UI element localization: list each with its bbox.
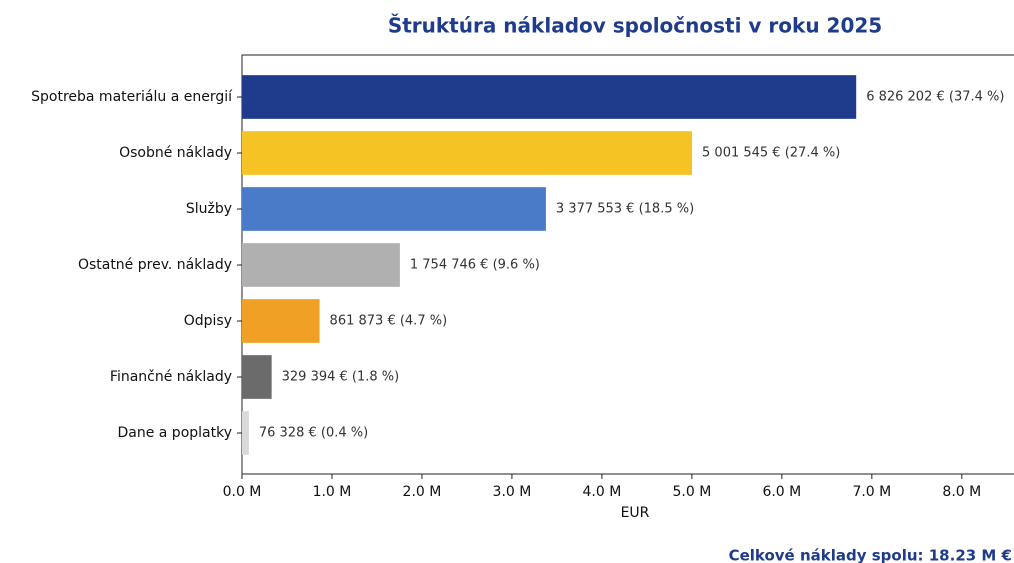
x-tick-label: 3.0 M — [493, 484, 532, 500]
x-tick-label: 2.0 M — [403, 484, 442, 500]
total-annotation: Celkové náklady spolu: 18.23 M € — [729, 547, 1012, 563]
y-tick-label: Služby — [186, 201, 232, 217]
value-label: 1 754 746 € (9.6 %) — [410, 258, 540, 273]
x-tick-label: 0.0 M — [223, 484, 262, 500]
value-label: 329 394 € (1.8 %) — [282, 370, 400, 385]
value-label: 76 328 € (0.4 %) — [259, 426, 368, 441]
x-tick-label: 1.0 M — [313, 484, 352, 500]
value-label: 861 873 € (4.7 %) — [330, 314, 448, 329]
bar — [242, 131, 693, 175]
x-tick-label: 6.0 M — [762, 484, 801, 500]
bar — [242, 187, 546, 231]
bar — [242, 411, 249, 455]
bar — [242, 243, 400, 287]
y-tick-label: Ostatné prev. náklady — [78, 257, 232, 273]
value-label: 5 001 545 € (27.4 %) — [702, 146, 840, 161]
value-label: 6 826 202 € (37.4 %) — [866, 90, 1004, 105]
x-tick-label: 7.0 M — [852, 484, 891, 500]
y-tick-label: Osobné náklady — [119, 145, 232, 161]
y-tick-label: Spotreba materiálu a energií — [31, 89, 233, 105]
bar — [242, 299, 320, 343]
bar — [242, 355, 272, 399]
y-tick-label: Odpisy — [184, 313, 232, 329]
chart-title: Štruktúra nákladov spoločnosti v roku 20… — [388, 14, 882, 38]
x-tick-label: 4.0 M — [583, 484, 622, 500]
x-tick-label: 5.0 M — [672, 484, 711, 500]
bar — [242, 75, 857, 119]
value-label: 3 377 553 € (18.5 %) — [556, 202, 694, 217]
y-tick-label: Dane a poplatky — [117, 425, 232, 441]
y-tick-label: Finančné náklady — [110, 369, 232, 385]
x-axis-label: EUR — [621, 505, 650, 521]
x-tick-label: 8.0 M — [942, 484, 981, 500]
